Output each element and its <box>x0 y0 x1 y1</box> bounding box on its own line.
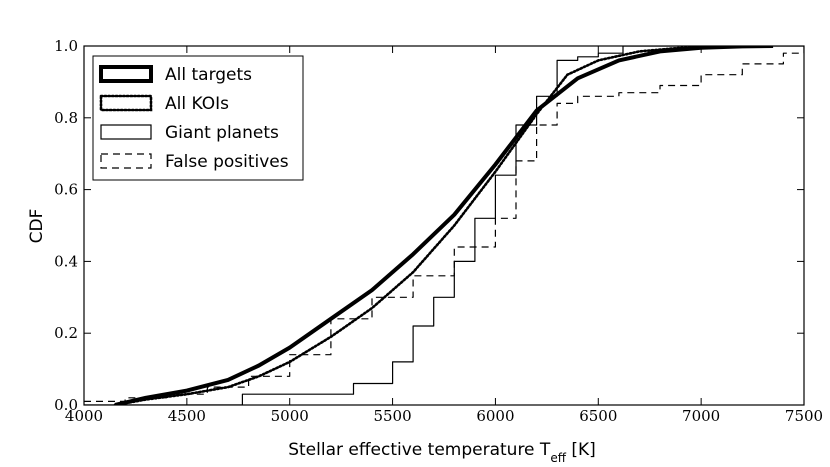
y-tick-label: 0.2 <box>54 324 78 342</box>
x-tick-label: 4500 <box>168 407 206 425</box>
y-tick-label: 0.0 <box>54 396 78 414</box>
x-tick-label: 5000 <box>271 407 309 425</box>
legend-label: All targets <box>165 65 252 85</box>
y-tick-label: 0.8 <box>54 109 78 127</box>
legend-label: Giant planets <box>165 123 279 143</box>
x-axis-title: Stellar effective temperature Teff [K] <box>288 440 596 465</box>
legend-label: All KOIs <box>165 94 229 114</box>
legend-swatch <box>100 153 152 169</box>
series-line-giant-planets <box>84 46 804 405</box>
y-tick-label: 0.6 <box>54 181 78 199</box>
x-tick-label: 6000 <box>476 407 514 425</box>
legend: All targets All KOIs Giant planets False po… <box>92 55 304 181</box>
series-line-false-positives <box>84 46 804 402</box>
plot-area <box>84 46 804 405</box>
axes: 4000 4500 5000 5500 6000 6500 7000 7500 0.0 0.2 0.… <box>54 37 823 425</box>
x-tick-label: 6500 <box>579 407 617 425</box>
legend-label: False positives <box>165 152 289 172</box>
y-tick-label: 1.0 <box>54 37 78 55</box>
x-tick-label: 4000 <box>65 407 103 425</box>
y-tick-label: 0.4 <box>54 252 78 270</box>
x-tick-label: 7500 <box>785 407 823 425</box>
x-tick-label: 5500 <box>373 407 411 425</box>
y-axis-title: CDF <box>27 209 47 244</box>
legend-swatch <box>100 124 152 140</box>
x-tick-label: 7000 <box>682 407 720 425</box>
legend-swatch <box>99 65 153 83</box>
legend-swatch <box>99 94 153 112</box>
series-line-all-kois <box>113 46 765 405</box>
axes-frame <box>83 45 805 406</box>
series-line-all-targets <box>114 46 774 405</box>
